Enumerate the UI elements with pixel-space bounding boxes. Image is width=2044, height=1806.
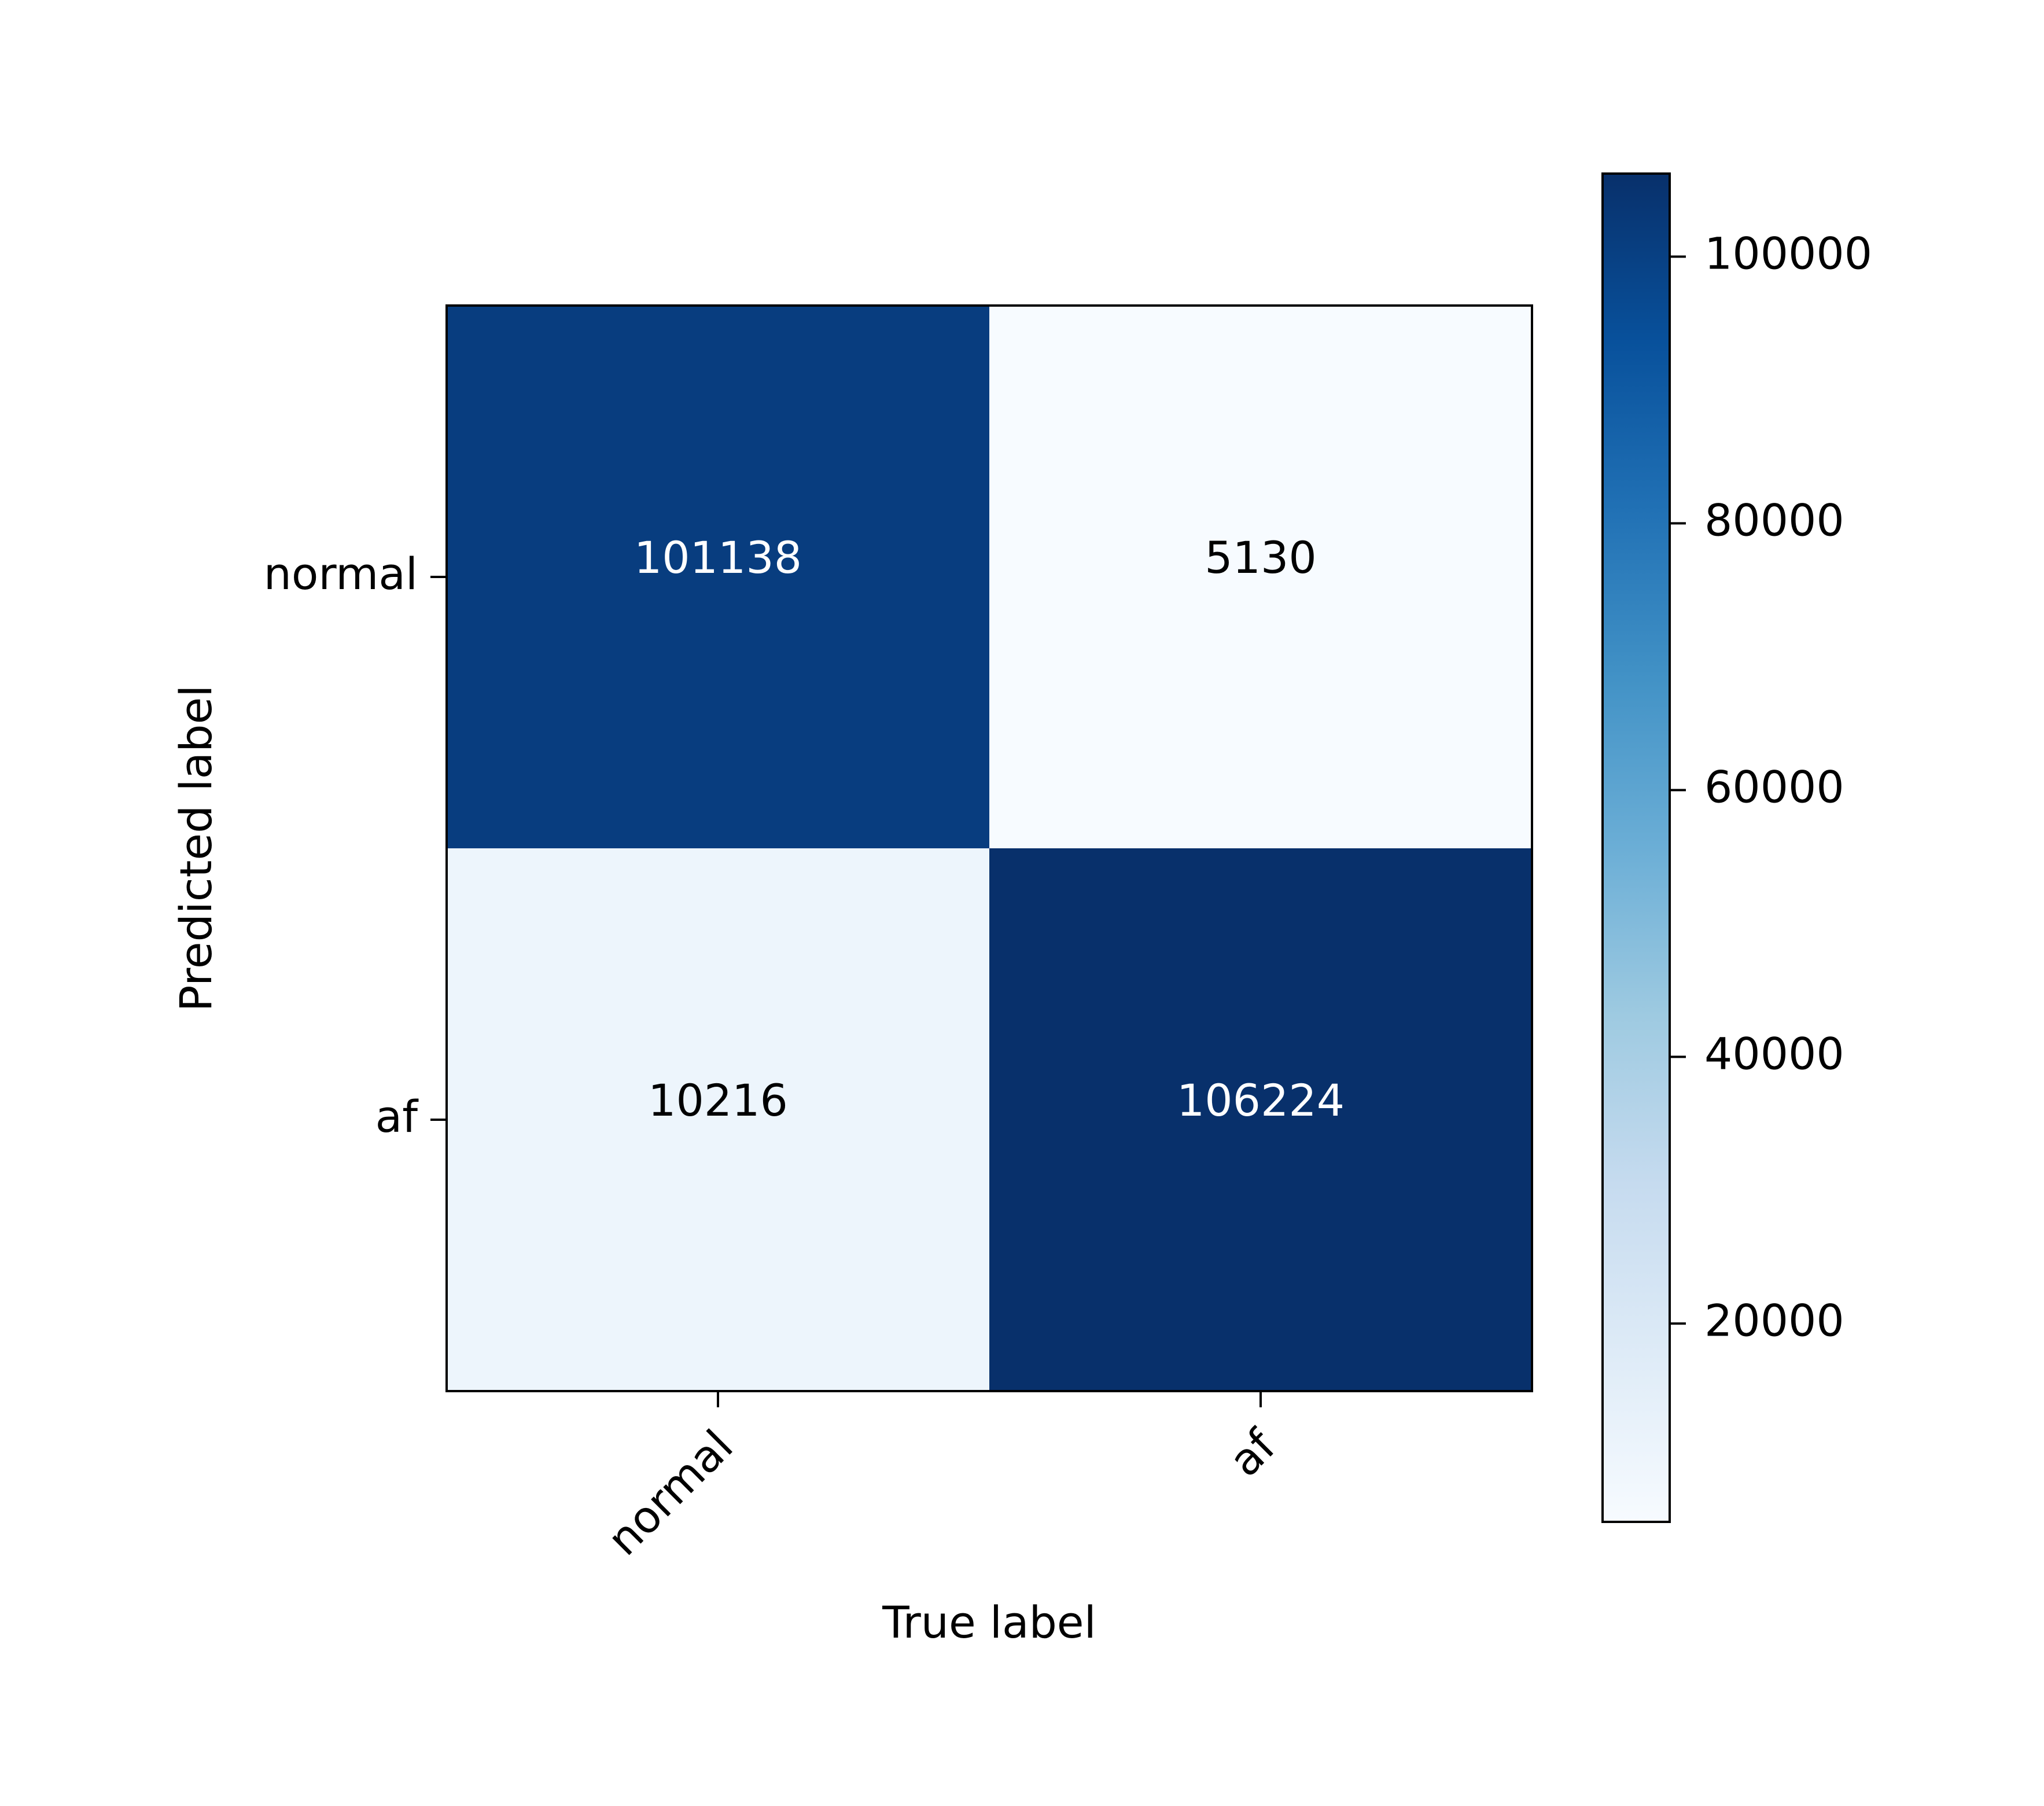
- x-tick-label-0: normal: [597, 1420, 742, 1565]
- colorbar-tick-label-2: 60000: [1704, 761, 1844, 812]
- heatmap-cell-1-1: [989, 848, 1533, 1392]
- cell-value-label-1-0: 10216: [648, 1075, 788, 1126]
- heatmap-cell-0-0: [447, 306, 990, 849]
- colorbar-ticks: 20000 40000 60000 80000 100000: [1670, 227, 1872, 1346]
- y-axis-ticks: normal af: [264, 548, 447, 1142]
- colorbar-tick-label-0: 20000: [1704, 1294, 1844, 1346]
- heatmap-cell-1-0: [447, 848, 990, 1392]
- y-axis-label: Predicted label: [170, 685, 222, 1012]
- colorbar: [1601, 172, 1671, 1523]
- x-axis-ticks: normal af: [597, 1391, 1286, 1565]
- y-tick-label-0: normal: [264, 548, 418, 599]
- colorbar-tick-label-3: 80000: [1704, 494, 1844, 546]
- colorbar-tick-label-4: 100000: [1704, 227, 1872, 279]
- cell-value-label-0-0: 101138: [634, 532, 802, 583]
- cell-value-label-1-1: 106224: [1177, 1075, 1345, 1126]
- heatmap-cells: [447, 306, 1533, 1392]
- plot-frame: [445, 304, 1533, 1392]
- cell-value-labels: 101138 5130 10216 106224: [634, 532, 1345, 1126]
- colorbar-tick-label-1: 40000: [1704, 1028, 1844, 1079]
- heatmap-cell-0-1: [989, 306, 1533, 849]
- x-tick-label-1: af: [1219, 1419, 1286, 1486]
- x-axis-label: True label: [882, 1597, 1096, 1648]
- cell-value-label-0-1: 5130: [1205, 532, 1316, 583]
- y-tick-label-1: af: [375, 1091, 419, 1142]
